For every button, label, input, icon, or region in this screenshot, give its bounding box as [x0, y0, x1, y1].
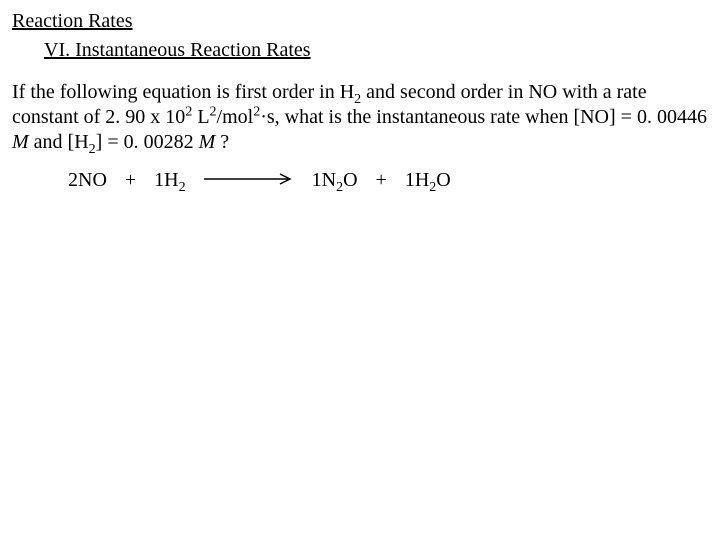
formula-pre: N: [322, 169, 336, 191]
text-fragment: ·s, what is the instantaneous rate when …: [260, 106, 707, 128]
chemical-equation: 2NO + 1H2 1N2O + 1H2O: [68, 169, 708, 192]
formula: NO: [78, 169, 107, 191]
formula-post: O: [436, 169, 450, 191]
text-fragment: /mol: [217, 106, 254, 128]
text-fragment: ] = 0. 00282: [96, 131, 199, 153]
italic-m: M: [12, 131, 29, 153]
formula-pre: H: [415, 169, 429, 191]
formula-post: O: [343, 169, 357, 191]
text-fragment: ?: [215, 131, 229, 153]
italic-m: M: [199, 131, 216, 153]
text-fragment: L: [192, 106, 209, 128]
reactant-1: 2NO: [68, 169, 107, 192]
coefficient: 1: [405, 169, 415, 191]
plus-sign: +: [125, 169, 136, 192]
product-1: 1N2O: [312, 169, 358, 192]
reaction-arrow-icon: [204, 169, 294, 192]
subscript: 2: [179, 180, 186, 195]
product-2: 1H2O: [405, 169, 451, 192]
superscript: 2: [210, 104, 217, 119]
reactant-2: 1H2: [154, 169, 185, 192]
text-fragment: and [H: [29, 131, 89, 153]
heading-line-1: Reaction Rates: [12, 10, 708, 33]
subscript: 2: [89, 142, 96, 157]
problem-text: If the following equation is first order…: [12, 80, 708, 155]
heading-line-2: VI. Instantaneous Reaction Rates: [44, 39, 708, 62]
slide-content: Reaction Rates VI. Instantaneous Reactio…: [0, 0, 720, 202]
coefficient: 1: [312, 169, 322, 191]
plus-sign: +: [376, 169, 387, 192]
coefficient: 1: [154, 169, 164, 191]
formula-pre: H: [164, 169, 178, 191]
coefficient: 2: [68, 169, 78, 191]
text-fragment: If the following equation is first order…: [12, 81, 354, 103]
